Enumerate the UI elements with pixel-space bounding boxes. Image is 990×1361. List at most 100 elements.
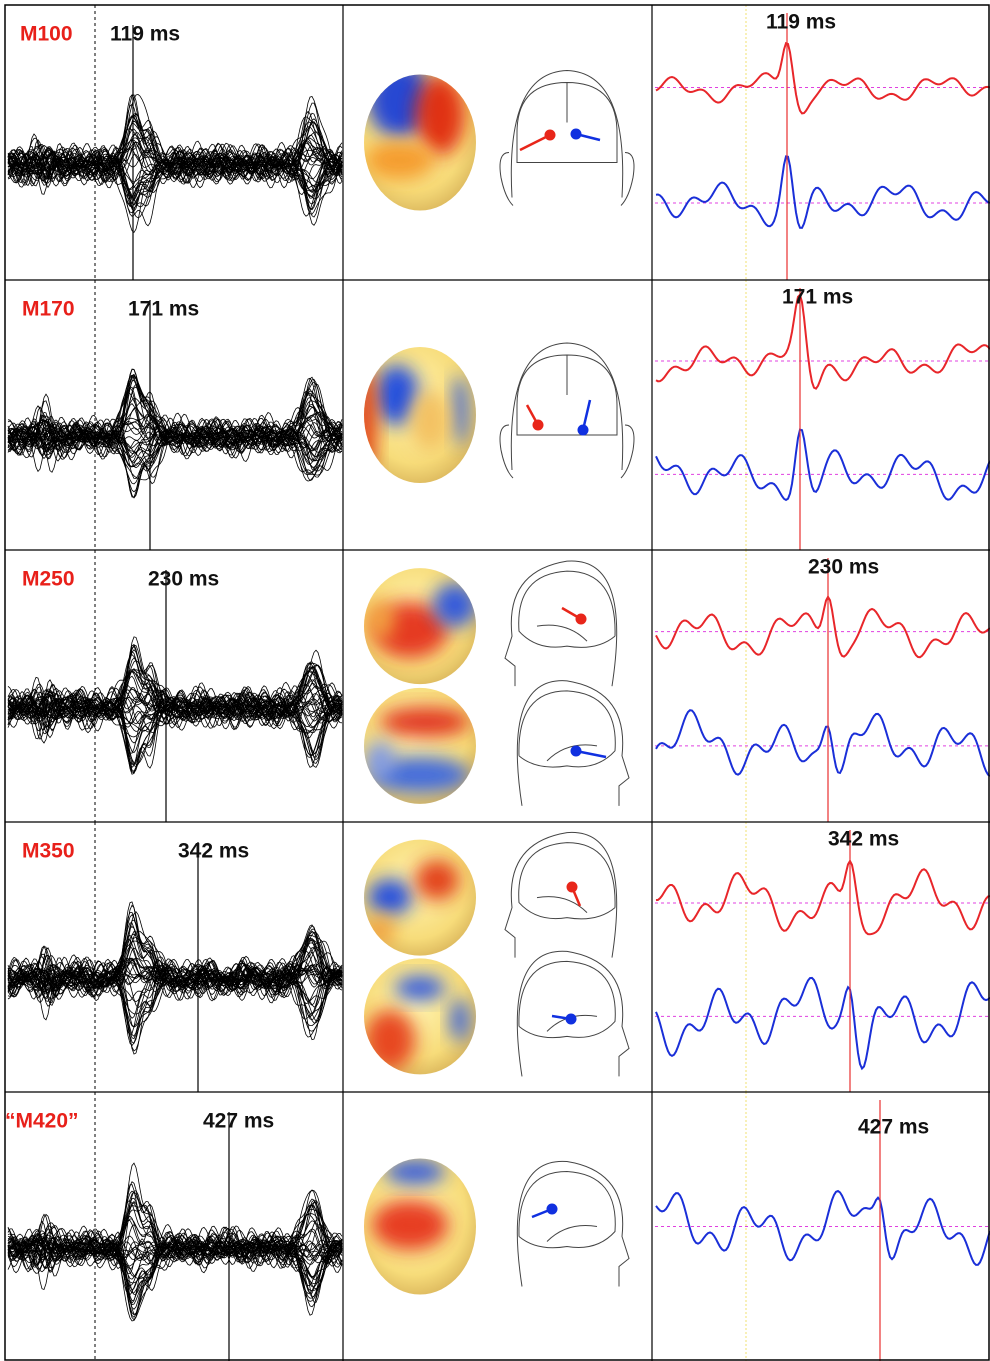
field-blob bbox=[372, 1200, 448, 1250]
latency-label: 427 ms bbox=[203, 1110, 274, 1133]
brain-schematic bbox=[499, 342, 635, 479]
dipole bbox=[532, 419, 544, 431]
trace bbox=[7, 676, 343, 765]
brain-schematic bbox=[516, 680, 630, 806]
latency-label: 342 ms bbox=[828, 828, 899, 851]
dipole-stem bbox=[519, 133, 551, 152]
butterfly-plot bbox=[7, 368, 343, 499]
brain bbox=[518, 690, 616, 768]
waveform bbox=[655, 709, 990, 777]
trace bbox=[7, 143, 343, 208]
latency-label: 342 ms bbox=[178, 840, 249, 863]
brain bbox=[518, 1170, 616, 1249]
trace bbox=[7, 670, 343, 722]
trace bbox=[7, 1239, 343, 1267]
field-blob bbox=[370, 757, 470, 793]
butterfly-plot bbox=[7, 93, 343, 234]
brain-schematic bbox=[504, 560, 618, 687]
waveform bbox=[655, 976, 990, 1071]
trace bbox=[7, 958, 343, 999]
head-outline bbox=[516, 1160, 630, 1287]
trace bbox=[7, 137, 343, 183]
head-outline bbox=[510, 342, 624, 471]
trace bbox=[7, 961, 343, 997]
waveform bbox=[655, 41, 990, 115]
head-outline bbox=[510, 69, 624, 198]
head-outline bbox=[504, 832, 618, 958]
trace bbox=[7, 1199, 343, 1274]
frame bbox=[4, 4, 990, 1361]
waveform bbox=[655, 428, 990, 502]
trace bbox=[7, 968, 343, 988]
field-blob bbox=[365, 600, 395, 640]
field-blob bbox=[450, 998, 470, 1042]
head-outline bbox=[504, 560, 618, 687]
head-outline bbox=[516, 680, 630, 806]
trace bbox=[7, 961, 343, 1019]
trace bbox=[7, 934, 343, 998]
field-blob bbox=[415, 860, 459, 900]
field-blob bbox=[365, 1010, 415, 1070]
ear bbox=[620, 424, 635, 479]
trace bbox=[7, 689, 343, 754]
trace bbox=[7, 147, 343, 212]
trace bbox=[7, 374, 343, 458]
trace bbox=[7, 413, 343, 454]
trace bbox=[7, 143, 343, 199]
latency-label: 171 ms bbox=[782, 286, 853, 309]
topography bbox=[365, 707, 470, 793]
trace bbox=[7, 1235, 343, 1306]
waveform bbox=[655, 858, 990, 936]
ear bbox=[499, 152, 514, 206]
latency-label: 230 ms bbox=[148, 568, 219, 591]
dipole bbox=[544, 129, 556, 141]
brain bbox=[518, 570, 616, 648]
trace bbox=[7, 152, 343, 198]
butterfly-plot bbox=[7, 901, 343, 1055]
dipole bbox=[565, 1013, 577, 1025]
waveform bbox=[655, 292, 990, 390]
brain bbox=[516, 81, 618, 163]
trace bbox=[7, 657, 343, 721]
trace bbox=[7, 412, 343, 463]
component-label: “M420” bbox=[5, 1110, 79, 1133]
trace bbox=[7, 904, 343, 1000]
brain-schematic bbox=[499, 69, 635, 206]
field-blob bbox=[415, 75, 465, 155]
dipole bbox=[575, 613, 587, 625]
field-blob bbox=[365, 740, 395, 780]
trace bbox=[7, 1226, 343, 1287]
head-outline bbox=[516, 950, 630, 1077]
field-blob bbox=[368, 879, 412, 915]
brain bbox=[516, 354, 618, 436]
trace bbox=[7, 1237, 343, 1310]
trace bbox=[7, 1238, 343, 1258]
trace bbox=[7, 963, 343, 1018]
dipole bbox=[570, 128, 582, 140]
trace bbox=[7, 425, 343, 467]
field-blob bbox=[365, 140, 435, 180]
trace bbox=[7, 1233, 343, 1265]
waveform bbox=[655, 155, 990, 229]
dipole bbox=[570, 745, 582, 757]
trace bbox=[7, 1227, 343, 1296]
field-blob bbox=[365, 915, 395, 945]
brain-schematic bbox=[516, 1160, 630, 1287]
latency-label: 171 ms bbox=[128, 298, 199, 321]
component-label: M100 bbox=[20, 23, 73, 46]
field-blob bbox=[410, 390, 450, 450]
field-blob bbox=[364, 365, 377, 475]
butterfly-plot bbox=[7, 636, 343, 775]
trace bbox=[7, 139, 343, 185]
brain bbox=[518, 842, 616, 920]
trace bbox=[7, 94, 343, 189]
field-blob bbox=[380, 707, 470, 737]
topography bbox=[365, 74, 465, 180]
latency-label: 119 ms bbox=[110, 23, 180, 46]
waveform bbox=[655, 1189, 990, 1266]
trace bbox=[7, 688, 343, 772]
brain-schematic bbox=[504, 832, 618, 958]
waveform bbox=[655, 594, 990, 659]
latency-label: 230 ms bbox=[808, 556, 879, 579]
